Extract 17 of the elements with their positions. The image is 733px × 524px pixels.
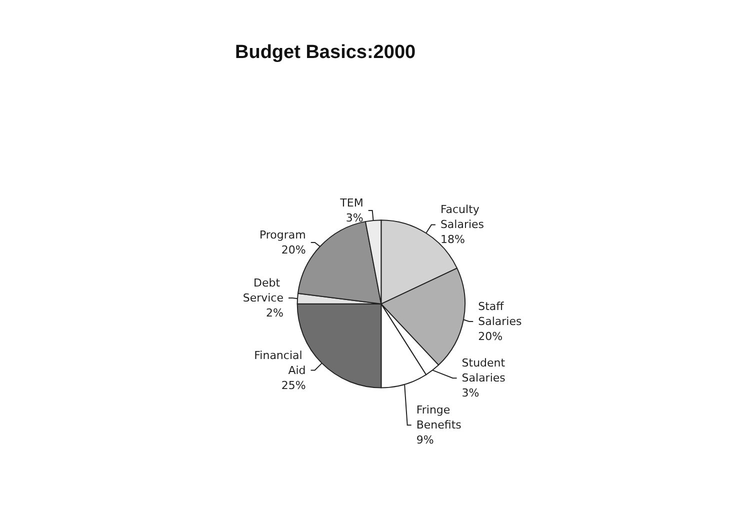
slice-label: Fringe Benefits (416, 404, 462, 432)
chart-title: Budget Basics:2000 (235, 42, 416, 63)
data-label: 9% (416, 434, 434, 447)
data-label: 20% (281, 243, 306, 256)
data-label: 3% (346, 211, 364, 224)
data-label: 18% (440, 233, 465, 246)
slice-label: Financial Aid (254, 348, 306, 377)
slice-label: Staff Salaries (478, 300, 522, 328)
data-label: 25% (281, 378, 306, 392)
slice-label: Program (259, 228, 306, 242)
slice-label: Student Salaries (462, 356, 509, 385)
data-label: 20% (478, 330, 503, 344)
data-label: 2% (266, 306, 284, 320)
slice-label: Faculty Salaries (440, 203, 484, 232)
slice-label: Debt Service (242, 276, 284, 305)
slice-label: TEM (339, 196, 364, 210)
data-label: 3% (462, 386, 480, 400)
